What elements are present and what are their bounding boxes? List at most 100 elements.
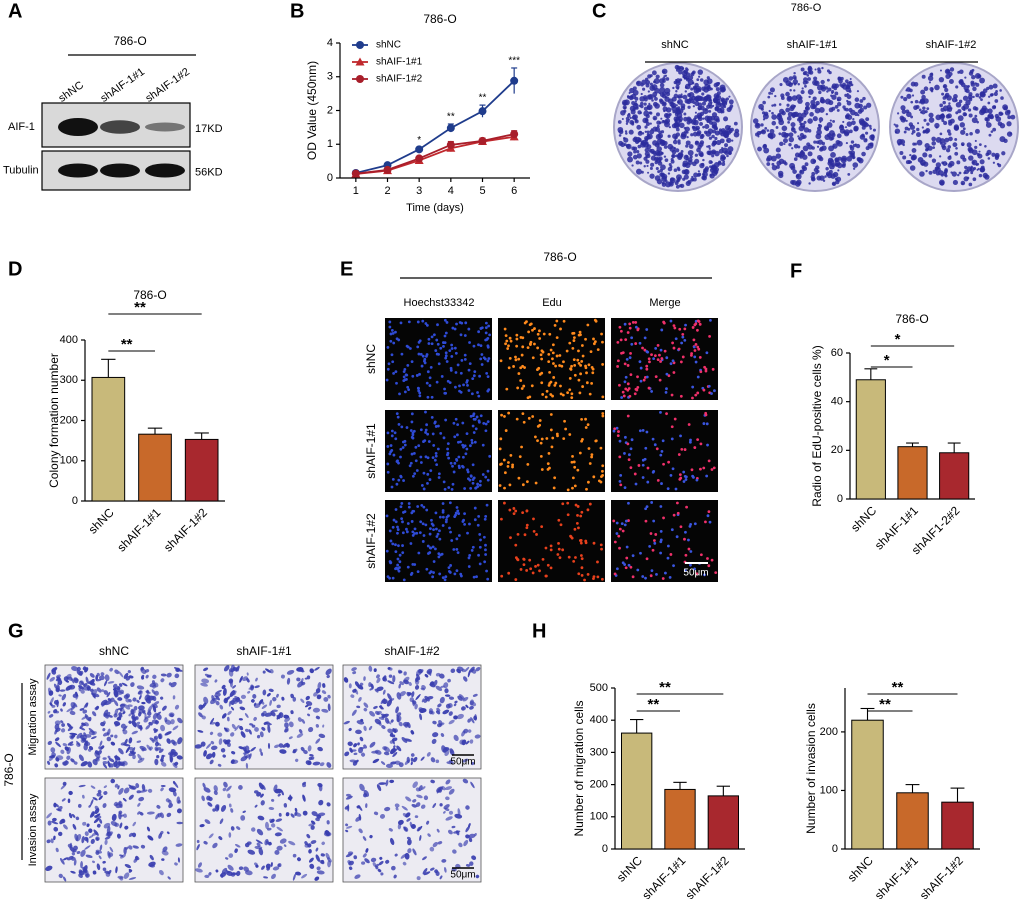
cell [465,447,469,451]
cell [693,567,696,571]
colony [913,82,919,87]
colony [905,119,908,122]
cell [507,411,511,415]
cell [684,553,688,557]
cell [536,439,539,443]
cell [476,391,479,394]
colony [869,142,874,147]
legend-label: shAIF-1#2 [376,74,423,85]
cell [454,511,458,515]
cell [684,530,687,534]
cell [714,571,718,575]
significance-label: ** [879,696,891,713]
colony [968,71,974,76]
colony [994,154,1000,159]
cell [396,712,402,717]
colony [808,67,811,71]
cell [446,379,450,383]
cell [453,703,457,707]
cell [669,362,673,366]
cell [475,575,478,579]
colony [659,82,665,88]
cell [79,734,85,739]
cell [457,808,461,816]
colony [773,103,777,107]
colony [931,158,937,163]
cell [442,436,446,440]
significance-label: * [417,135,421,146]
cell [103,700,112,706]
cell [55,741,61,748]
cell [450,355,454,358]
cell [352,671,357,675]
cell [166,812,172,818]
cell [432,803,437,809]
cell [660,449,664,453]
colony [804,162,809,167]
cell [594,340,597,344]
colony [667,143,674,150]
cell [228,669,234,677]
colony [685,155,689,159]
colony [658,78,665,84]
cell [96,863,101,871]
cell [459,371,463,375]
cell [591,371,595,375]
colony [664,87,671,94]
colony [816,175,822,181]
bar [138,433,172,502]
colony [677,139,681,143]
cell [279,838,287,844]
cell [404,738,412,742]
cell [82,709,88,714]
cell [601,412,605,415]
cell [571,486,574,490]
cell [499,359,503,363]
colony [903,96,908,102]
colony [698,142,704,147]
cell [515,333,519,337]
colony [849,77,852,80]
cell [110,697,115,703]
cell [86,823,90,828]
cell [464,452,468,456]
cell [253,716,257,721]
colony [801,87,804,90]
cell [461,668,466,673]
colony [943,169,948,174]
cell [454,371,458,374]
colony [803,127,810,133]
colony [836,96,842,102]
cell [450,668,456,674]
cell [265,863,271,869]
cell [417,551,421,555]
cell [406,345,410,349]
cell [438,537,442,541]
cell [383,751,390,756]
cell [67,798,71,804]
cell [71,851,76,856]
cell [526,462,530,466]
cell [483,357,487,361]
cell [459,572,463,576]
cell [356,805,361,809]
colony [968,113,973,118]
cell [549,566,553,570]
cell [254,845,263,850]
colony [691,95,697,101]
cell [424,410,427,414]
cell [169,756,173,763]
cell [416,505,420,508]
colony [645,141,649,145]
cell [450,343,454,347]
colony [928,117,935,123]
cell [470,781,475,789]
colony [716,108,723,114]
blot-band [58,118,98,136]
cell [585,487,588,491]
colony [800,67,805,72]
cell [645,375,649,379]
x-tick-label: shAIF-1#2 [917,853,966,899]
cell [118,683,123,687]
colony [939,132,943,136]
